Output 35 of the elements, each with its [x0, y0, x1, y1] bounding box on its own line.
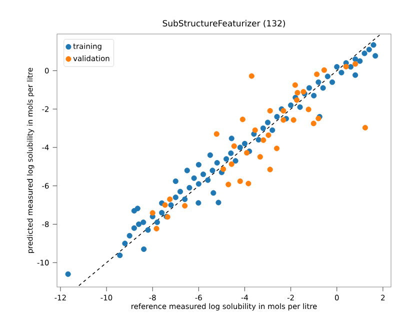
point — [274, 146, 280, 152]
point — [220, 166, 226, 172]
point — [362, 124, 368, 130]
point — [321, 67, 327, 73]
point — [226, 182, 232, 188]
point — [228, 161, 234, 167]
point — [280, 117, 286, 123]
point — [267, 166, 273, 172]
point — [150, 210, 156, 216]
point — [260, 137, 266, 143]
point — [237, 178, 243, 184]
point — [294, 97, 300, 103]
point — [182, 203, 188, 209]
point — [352, 61, 358, 67]
point — [343, 64, 349, 70]
point — [257, 154, 263, 160]
point — [246, 180, 252, 186]
point — [252, 127, 258, 133]
chart-title: SubStructureFeaturizer (132) — [162, 20, 285, 28]
point — [154, 226, 160, 232]
point — [231, 143, 237, 149]
point — [248, 73, 254, 79]
point — [214, 131, 220, 137]
point — [314, 72, 320, 78]
point — [240, 116, 246, 122]
point — [294, 90, 300, 96]
point — [292, 82, 298, 88]
point — [306, 106, 312, 112]
point — [167, 196, 173, 202]
point — [244, 150, 250, 156]
point — [162, 202, 168, 208]
point — [267, 108, 273, 114]
point — [266, 132, 272, 138]
point — [290, 117, 296, 123]
point — [310, 120, 316, 126]
